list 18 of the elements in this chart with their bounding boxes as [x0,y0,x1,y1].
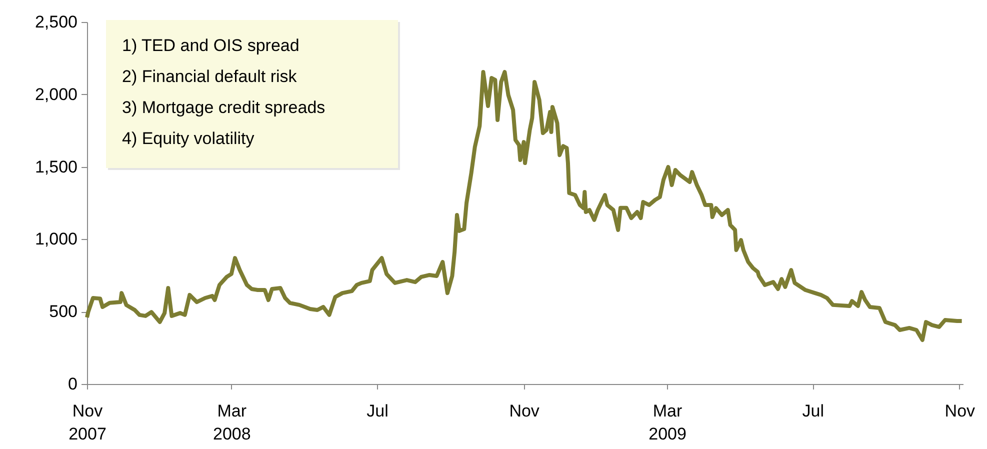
annotation: 2) Financial default risk [122,66,298,88]
x-tick-label: Mar 2009 [648,402,686,444]
y-tick-label: 500 [49,302,78,322]
x-tick-label: Nov [944,402,976,420]
x-tick-label: Nov 2007 [68,402,106,444]
annotation: 3) Mortgage credit spreads [122,97,326,119]
line-series [85,70,964,342]
x-tick-label: Jul [366,402,388,420]
y-tick-label: 0 [68,374,78,394]
annotation: 1) TED and OIS spread [122,35,300,57]
x-tick-label: Nov [509,402,540,420]
y-tick-label: 2,500 [34,12,78,32]
annotation: 4) Equity volatility [122,128,256,150]
y-tick-label: 1,500 [34,157,78,176]
y-tick-label: 2,000 [34,84,78,104]
x-tick-label: Jul [802,402,824,420]
y-tick-label: 1,000 [34,230,78,249]
x-tick-label: Mar 2008 [212,402,251,444]
